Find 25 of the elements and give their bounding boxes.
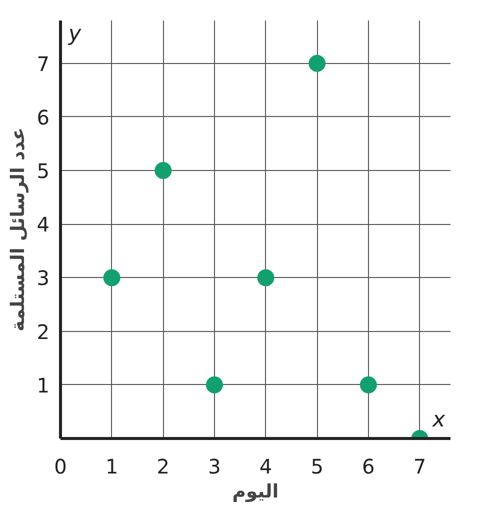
- x-tick-label: 5: [310, 454, 324, 478]
- y-tick-label: 1: [36, 373, 50, 398]
- point: [360, 376, 377, 394]
- x-tick-label: 0: [54, 454, 67, 478]
- y-tick-label: 7: [36, 52, 50, 76]
- annotation: x: [432, 408, 446, 432]
- x-tick-label: 4: [259, 454, 272, 478]
- y-tick-label: 5: [36, 159, 50, 184]
- y-tick-label: 4: [36, 212, 50, 237]
- point: [103, 269, 120, 286]
- y-tick-label: 6: [36, 105, 50, 130]
- point: [154, 162, 172, 180]
- y-axis-title: عدد الرسائل المستلمة: [8, 127, 29, 332]
- x-tick-label: 7: [413, 454, 426, 478]
- x-tick-label: 6: [362, 454, 375, 478]
- point: [257, 269, 274, 286]
- y-tick-label: 3: [36, 266, 50, 290]
- point: [206, 376, 223, 394]
- annotation: y: [68, 22, 82, 46]
- x-tick-label: 1: [105, 454, 118, 478]
- x-tick-label: 2: [156, 454, 170, 478]
- y-tick-label: 2: [36, 320, 50, 344]
- point: [308, 54, 326, 72]
- x-tick-label: 3: [208, 454, 221, 478]
- x-axis-title: اليوم: [232, 482, 279, 502]
